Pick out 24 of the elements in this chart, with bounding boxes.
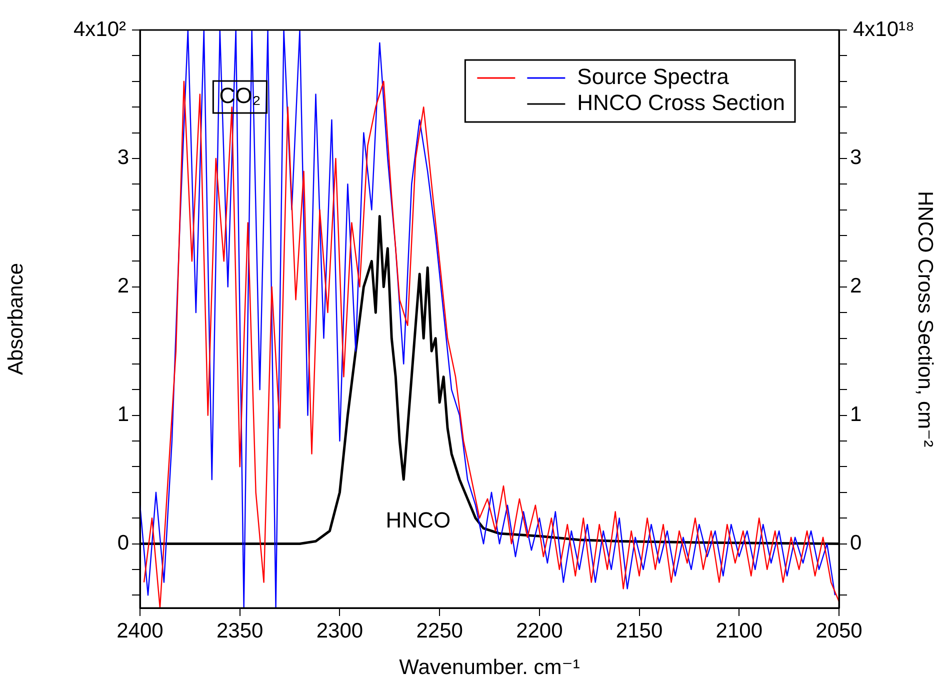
y2-tick-label: 3 (850, 146, 862, 170)
x-tick-label: 2400 (116, 619, 164, 642)
text: 4x10² (73, 18, 126, 41)
y2-tick-label: 2 (850, 274, 862, 298)
annotation: HNCO (386, 507, 451, 532)
legend-label: Source Spectra (577, 64, 730, 90)
y2-axis-title: HNCO Cross Section, cm⁻² (914, 190, 937, 448)
y-tick-label: 2 (117, 274, 129, 298)
x-tick-label: 2300 (316, 619, 364, 642)
x-tick-label: 2250 (416, 619, 463, 642)
x-tick-label: 2350 (216, 619, 264, 642)
x-tick-label: 2150 (616, 619, 663, 642)
legend-label: HNCO Cross Section (577, 90, 786, 116)
y2-tick-label: 0 (850, 532, 862, 555)
x-tick-label: 2050 (816, 619, 862, 642)
y-tick-label: 1 (117, 403, 129, 426)
y2-tick-label: 1 (850, 403, 862, 426)
text: 4x10¹⁸ (853, 18, 914, 41)
y-tick-label: 3 (117, 146, 129, 170)
y-tick-label: 0 (117, 532, 129, 555)
y-axis-title: Absorbance (4, 262, 28, 376)
x-axis-title: Wavenumber. cm⁻¹ (399, 656, 580, 680)
x-tick-label: 2200 (516, 619, 563, 642)
x-tick-label: 2100 (716, 619, 762, 642)
